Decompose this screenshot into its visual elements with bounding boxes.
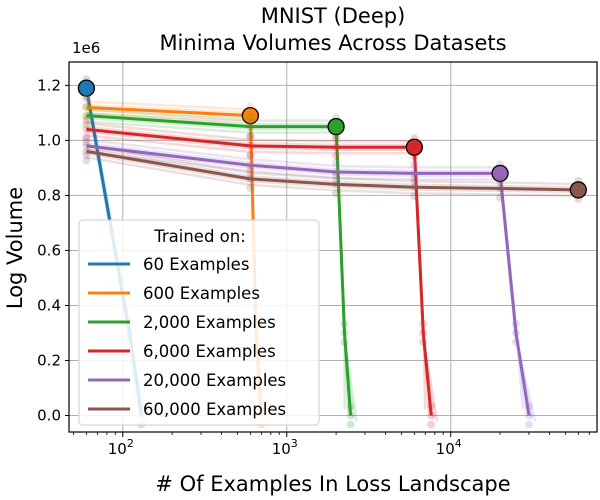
y-tick-label: 0.0 (37, 406, 61, 424)
chart-title-line1: MNIST (Deep) (261, 4, 406, 28)
legend-label: 60,000 Examples (143, 400, 286, 419)
plot-frame (68, 61, 598, 433)
series-trial-point (82, 147, 91, 156)
series-marker (77, 79, 96, 97)
series-trial-point (410, 160, 419, 169)
legend-item: 20,000 Examples (88, 371, 286, 390)
x-tick-base: 10 (272, 440, 291, 458)
series-trial-point (82, 111, 91, 120)
series-trial-point (82, 132, 91, 141)
series-trial-point (332, 171, 341, 180)
y-tick-label: 0.4 (37, 296, 61, 314)
series-trial-point (82, 103, 91, 112)
legend-title: Trained on: (153, 227, 246, 246)
legend-item: 6,000 Examples (88, 342, 276, 361)
x-tick-label: 102 (108, 437, 134, 458)
series-trial-point (427, 420, 436, 429)
series-trial-point (496, 175, 505, 184)
y-tick-label: 0.2 (37, 351, 61, 369)
x-tick-label: 104 (436, 437, 462, 458)
series-trial-point (82, 141, 91, 150)
x-tick-base: 10 (108, 440, 127, 458)
x-tick-base: 10 (436, 440, 455, 458)
x-axis-label: # Of Examples In Loss Landscape (155, 472, 510, 496)
legend-label: 600 Examples (143, 284, 260, 303)
x-tick-exponent: 2 (127, 437, 134, 450)
series-trial-point (246, 131, 255, 140)
legend-items: 60 Examples 600 Examples 2,000 Examples 6,0… (88, 255, 286, 419)
series-trial-point (246, 150, 255, 159)
series-trial-point (410, 174, 419, 183)
legend-label: 20,000 Examples (143, 371, 286, 390)
chart-title-line2: Minima Volumes Across Datasets (159, 31, 506, 55)
series-trial-point (246, 152, 255, 161)
series-trial-point (246, 165, 255, 174)
x-tick-label: 103 (272, 437, 298, 458)
y-tick-label: 0.6 (37, 241, 61, 259)
series-trial-point (82, 120, 91, 129)
series-trial-point (82, 134, 91, 143)
legend-label: 60 Examples (143, 255, 249, 274)
legend-label: 6,000 Examples (143, 342, 276, 361)
series-3 (82, 102, 358, 429)
series-trial-line (86, 156, 585, 198)
series-trial-point (82, 102, 91, 111)
y-tick-label: 0.8 (37, 186, 61, 204)
y-tick-label: 1.2 (37, 76, 61, 94)
legend-item: 2,000 Examples (88, 313, 276, 332)
series-trial-point (246, 113, 255, 122)
legend-label: 2,000 Examples (143, 313, 276, 332)
series-trial-point (524, 420, 533, 429)
series-5 (82, 132, 537, 429)
series-line (86, 144, 531, 416)
series-line (86, 127, 433, 416)
series-6 (82, 138, 587, 203)
series-marker (491, 164, 509, 183)
series-trial-point (332, 152, 341, 161)
series-trial-point (82, 125, 91, 134)
series-marker (327, 117, 345, 136)
series-trial-point (496, 193, 505, 202)
series-trial-point (346, 420, 355, 429)
series-trial-point (82, 116, 91, 125)
series-trial-point (82, 138, 91, 147)
series-trial-point (82, 156, 91, 165)
series-trial-point (332, 159, 341, 168)
x-tick-exponent: 4 (455, 437, 462, 450)
series-trial-point (332, 134, 341, 143)
legend-item: 600 Examples (88, 284, 260, 303)
legend-box (78, 219, 320, 426)
legend-item: 60 Examples (88, 255, 249, 274)
series-trial-point (410, 192, 419, 201)
series-trial-line (86, 147, 576, 189)
series-trial-point (246, 170, 255, 179)
series-trial-line (86, 144, 573, 186)
y-scale-label: 1e6 (72, 39, 100, 57)
y-tick-label: 1.0 (37, 131, 61, 149)
series-trial-point (410, 178, 419, 187)
series-trial-point (246, 132, 255, 141)
series-line (86, 149, 579, 192)
series-4 (82, 116, 439, 429)
series-marker (405, 138, 423, 156)
series-trial-line (86, 152, 581, 194)
y-axis-label: Log Volume (3, 187, 27, 309)
x-tick-exponent: 3 (291, 437, 298, 450)
legend-item: 60,000 Examples (88, 400, 286, 419)
series-marker (569, 181, 587, 199)
series-trial-point (82, 94, 91, 103)
series-trial-point (246, 183, 255, 192)
series-marker (241, 106, 260, 125)
series-trial-point (332, 189, 341, 198)
legend: Trained on: 60 Examples 600 Examples 2,000… (78, 219, 320, 426)
